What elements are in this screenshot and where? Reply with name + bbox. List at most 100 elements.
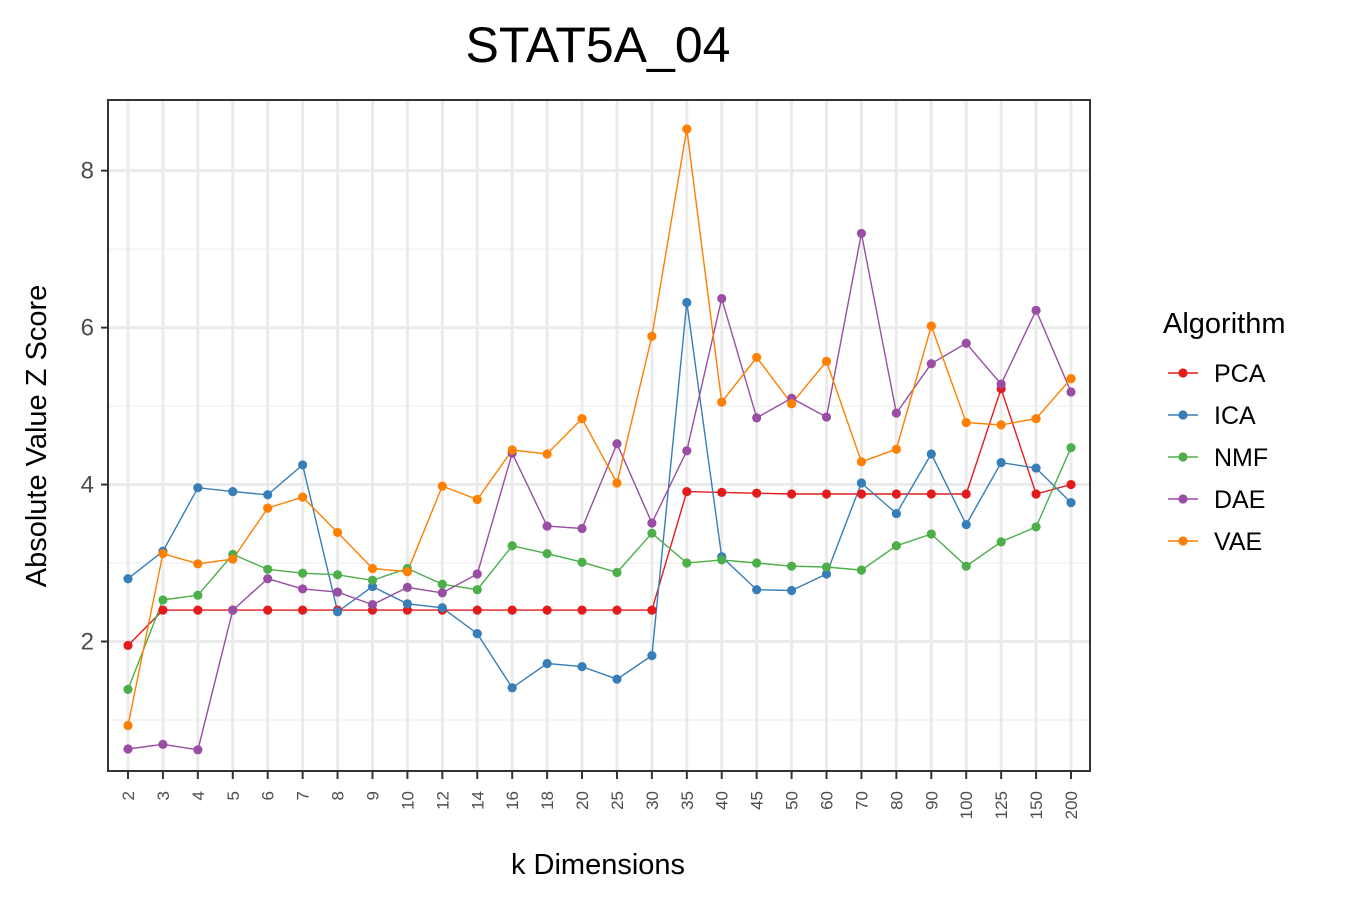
data-point-pca [577, 605, 587, 615]
data-point-vae [542, 449, 552, 459]
data-point-ica [332, 607, 343, 617]
data-point-dae [1031, 305, 1041, 315]
data-point-vae [228, 554, 238, 564]
x-tick-label: 16 [503, 791, 522, 810]
x-tick-label: 18 [538, 791, 557, 810]
x-tick-label: 100 [957, 791, 976, 819]
data-point-pca [961, 489, 971, 499]
series-line-pca [127, 386, 1072, 646]
y-tick-label: 2 [81, 629, 94, 656]
data-point-dae [402, 582, 413, 592]
x-tick-label: 60 [818, 791, 837, 810]
data-point-ica [193, 483, 203, 493]
data-point-vae [123, 720, 133, 731]
data-point-pca [856, 489, 867, 499]
x-tick-label: 9 [363, 791, 382, 800]
data-point-vae [961, 417, 971, 428]
x-tick-label: 80 [887, 791, 906, 810]
data-point-dae [367, 600, 378, 610]
data-point-ica [996, 457, 1006, 468]
legend-label: NMF [1214, 444, 1268, 472]
data-point-ica [752, 585, 762, 595]
legend: Algorithm PCA ICA NMF DAE VAE [1163, 308, 1286, 556]
legend-label: VAE [1214, 528, 1262, 556]
data-point-vae [821, 356, 832, 366]
data-point-dae [856, 228, 867, 239]
data-point-nmf [263, 564, 273, 574]
data-point-ica [298, 460, 308, 470]
data-point-nmf [647, 528, 657, 538]
data-point-nmf [612, 567, 622, 578]
data-point-ica [472, 629, 482, 639]
y-axis-title: Absolute Value Z Score [21, 285, 53, 588]
legend-key-point [1178, 494, 1188, 504]
data-point-ica [507, 683, 517, 693]
data-point-vae [577, 414, 587, 424]
data-point-nmf [821, 562, 832, 572]
legend-key-point [1178, 410, 1188, 420]
data-point-vae [367, 563, 378, 574]
data-point-nmf [717, 555, 727, 565]
data-point-vae [332, 527, 343, 538]
data-point-dae [577, 523, 587, 534]
data-point-pca [612, 605, 622, 615]
data-point-vae [786, 399, 797, 409]
x-tick-label: 6 [259, 791, 278, 800]
x-tick-label: 4 [189, 791, 208, 800]
data-point-dae [682, 446, 692, 456]
data-point-vae [1066, 374, 1076, 384]
data-point-nmf [1031, 522, 1041, 532]
data-point-ica [891, 508, 901, 519]
data-point-pca [752, 488, 762, 498]
data-point-dae [647, 518, 657, 528]
data-point-nmf [158, 595, 168, 605]
data-point-nmf [332, 570, 343, 580]
data-point-dae [472, 569, 482, 579]
data-point-ica [437, 603, 447, 613]
plot-border [107, 99, 1091, 772]
data-point-vae [507, 445, 517, 455]
data-point-vae [856, 457, 867, 467]
x-tick-label: 50 [783, 791, 802, 810]
data-point-vae [752, 352, 762, 363]
data-point-nmf [786, 561, 797, 571]
data-point-vae [1031, 414, 1041, 424]
x-tick-label: 200 [1062, 791, 1081, 819]
data-point-dae [891, 408, 901, 418]
data-point-nmf [123, 684, 133, 694]
data-point-pca [926, 489, 936, 499]
x-tick-label: 12 [433, 791, 452, 810]
data-point-nmf [752, 558, 762, 568]
data-point-vae [437, 481, 447, 491]
data-point-ica [402, 599, 413, 609]
data-point-pca [123, 640, 133, 651]
data-point-ica [926, 449, 936, 459]
series-line-vae [127, 128, 1072, 726]
data-point-vae [158, 549, 168, 559]
data-point-dae [1066, 387, 1076, 397]
x-tick-label: 125 [992, 791, 1011, 819]
data-point-ica [961, 519, 971, 530]
data-point-dae [228, 605, 238, 615]
data-point-nmf [193, 590, 203, 600]
data-point-vae [682, 124, 692, 134]
data-point-nmf [996, 537, 1006, 547]
data-point-ica [786, 585, 797, 596]
data-point-dae [158, 739, 168, 749]
data-point-dae [752, 413, 762, 423]
legend-key-point [1178, 536, 1188, 546]
data-point-vae [472, 494, 482, 505]
legend-label: DAE [1214, 486, 1265, 514]
data-point-dae [542, 521, 552, 531]
data-point-ica [263, 490, 273, 500]
x-tick-label: 20 [573, 791, 592, 810]
data-point-ica [856, 478, 867, 488]
data-point-nmf [542, 549, 552, 559]
data-point-nmf [577, 557, 587, 567]
data-point-pca [682, 487, 692, 497]
data-point-nmf [682, 558, 692, 568]
data-point-ica [542, 658, 552, 669]
data-point-vae [996, 420, 1006, 430]
